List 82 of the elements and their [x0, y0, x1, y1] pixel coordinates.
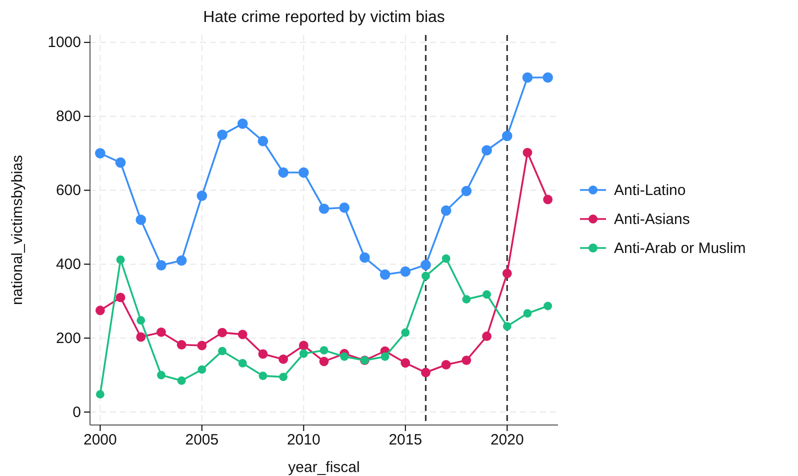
point: [544, 302, 552, 310]
point: [218, 346, 226, 356]
y-tick-label: 800: [56, 108, 81, 126]
chart-title: Hate crime reported by victim bias: [203, 9, 445, 26]
point: [156, 328, 166, 337]
point: [156, 260, 166, 270]
point: [176, 255, 187, 266]
point: [95, 148, 106, 158]
point: [522, 72, 533, 83]
point: [360, 252, 370, 263]
x-tick-label: 2010: [286, 432, 320, 449]
point: [440, 205, 452, 216]
point: [258, 349, 268, 359]
point: [502, 322, 512, 331]
point: [502, 130, 512, 142]
y-tick-label: 400: [56, 256, 81, 273]
point: [380, 269, 390, 280]
point: [339, 202, 350, 213]
point: [217, 130, 228, 140]
point: [482, 332, 492, 341]
point: [400, 266, 411, 277]
x-axis-title: year_fiscal: [288, 459, 360, 476]
point: [462, 295, 471, 304]
point: [116, 292, 126, 302]
point: [96, 390, 104, 399]
x-tick-label: 2000: [83, 432, 117, 449]
point: [95, 306, 105, 316]
point: [177, 376, 186, 385]
point: [278, 167, 288, 178]
point: [462, 356, 472, 366]
x-tick-label: 2015: [388, 432, 422, 449]
point: [298, 167, 309, 178]
x-tick-label: 2020: [490, 432, 524, 449]
point: [523, 309, 532, 318]
point: [238, 359, 247, 368]
point: [237, 118, 248, 129]
point: [136, 316, 146, 325]
y-tick-label: 200: [56, 330, 81, 347]
y-tick-label: 0: [72, 404, 81, 421]
point: [258, 372, 268, 380]
point: [318, 204, 330, 214]
point: [136, 332, 146, 342]
point: [196, 190, 208, 201]
point: [441, 360, 451, 370]
legend-label: Anti-Asians: [614, 211, 690, 228]
point: [218, 328, 227, 338]
point: [299, 349, 308, 358]
y-axis-title: national_victimsbybias: [9, 154, 26, 306]
point: [543, 194, 553, 204]
legend-label: Anti-Latino: [614, 182, 686, 199]
point: [420, 260, 431, 270]
point: [176, 340, 186, 350]
point: [278, 354, 288, 364]
point: [197, 340, 207, 350]
point: [502, 268, 512, 278]
point: [400, 358, 410, 368]
point: [380, 352, 390, 361]
point: [340, 352, 349, 361]
point: [482, 145, 492, 156]
point: [298, 340, 308, 350]
point: [422, 272, 430, 280]
point: [116, 256, 125, 264]
x-tick-label: 2005: [185, 432, 219, 449]
point: [238, 330, 248, 340]
point: [401, 328, 410, 337]
point: [522, 148, 532, 158]
point: [482, 290, 492, 299]
point: [258, 136, 268, 146]
y-tick-label: 1000: [48, 34, 81, 52]
point: [421, 368, 430, 378]
point: [319, 356, 329, 366]
legend-label: Anti-Arab or Muslim: [614, 240, 746, 257]
point: [198, 365, 206, 374]
point: [442, 254, 450, 263]
point: [136, 214, 146, 225]
y-tick-label: 600: [56, 182, 81, 200]
point: [156, 370, 166, 380]
point: [320, 346, 328, 355]
point: [279, 372, 288, 382]
point: [542, 72, 553, 83]
point: [461, 186, 472, 196]
point: [115, 157, 126, 168]
